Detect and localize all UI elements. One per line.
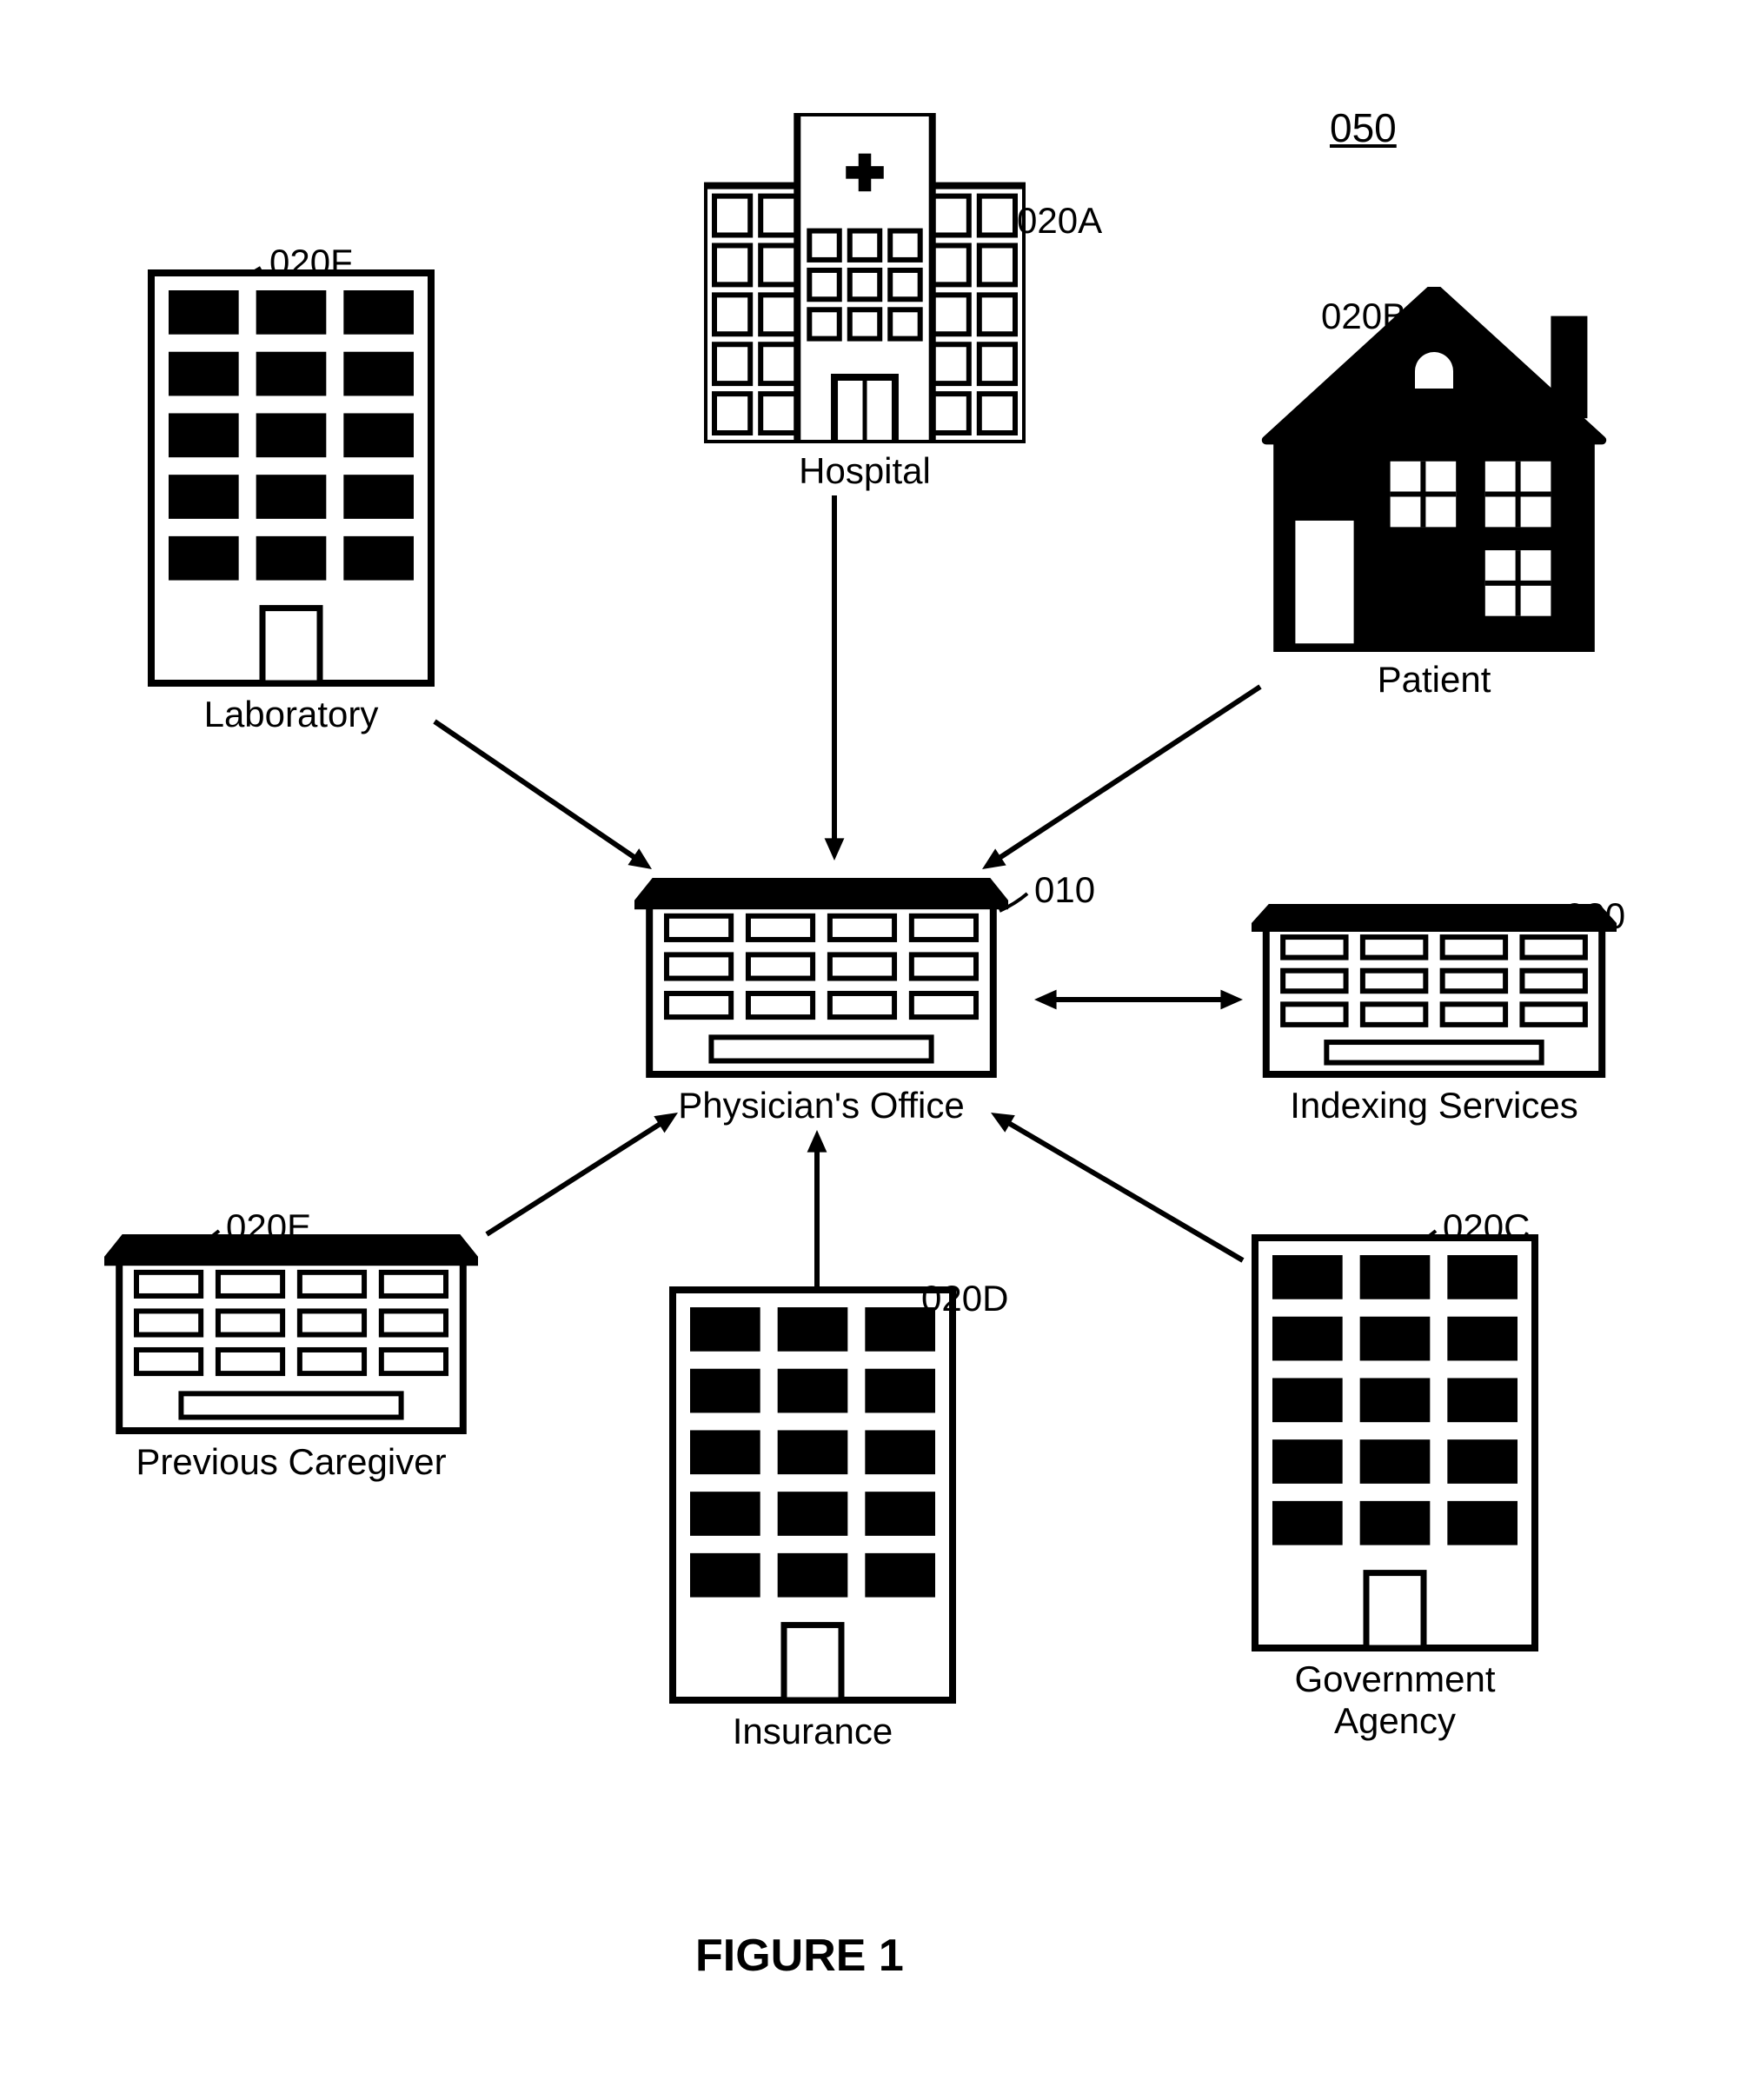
node-caregiver: Previous Caregiver: [104, 1234, 478, 1483]
node-label-government: GovernmentAgency: [1252, 1658, 1538, 1743]
node-label-physician: Physician's Office: [634, 1085, 1008, 1126]
ref-hospital: 020A: [1017, 200, 1102, 242]
node-patient: Patient: [1252, 287, 1617, 701]
node-laboratory: Laboratory: [148, 269, 435, 735]
node-label-caregiver: Previous Caregiver: [104, 1441, 478, 1483]
diagram-canvas: 050 Hospital 020A Laboratory 020F Patien…: [0, 0, 1740, 2100]
ref-laboratory: 020F: [269, 242, 353, 283]
ref-patient: 020B: [1321, 296, 1406, 337]
figure-page-ref: 050: [1330, 104, 1397, 151]
indexing-services-icon: [1252, 904, 1617, 1078]
patient-house-icon: [1252, 287, 1617, 652]
hospital-icon: [704, 113, 1026, 443]
physician-office-icon: [634, 878, 1008, 1078]
caregiver-icon: [104, 1234, 478, 1434]
node-insurance: Insurance: [669, 1286, 956, 1752]
node-label-insurance: Insurance: [669, 1711, 956, 1752]
ref-physician: 010: [1034, 869, 1095, 911]
node-indexing: Indexing Services: [1252, 904, 1617, 1126]
node-label-patient: Patient: [1252, 659, 1617, 701]
ref-government: 020C: [1443, 1206, 1530, 1248]
node-label-hospital: Hospital: [704, 450, 1026, 492]
ref-indexing: 030: [1564, 895, 1625, 937]
node-government: GovernmentAgency: [1252, 1234, 1538, 1743]
ref-caregiver: 020E: [226, 1206, 311, 1248]
figure-title: FIGURE 1: [695, 1930, 904, 1982]
government-agency-icon: [1252, 1234, 1538, 1651]
node-hospital: Hospital: [704, 113, 1026, 492]
node-physician: Physician's Office: [634, 878, 1008, 1126]
laboratory-icon: [148, 269, 435, 687]
ref-insurance: 020D: [921, 1278, 1008, 1319]
insurance-icon: [669, 1286, 956, 1704]
node-label-indexing: Indexing Services: [1252, 1085, 1617, 1126]
node-label-laboratory: Laboratory: [148, 694, 435, 735]
